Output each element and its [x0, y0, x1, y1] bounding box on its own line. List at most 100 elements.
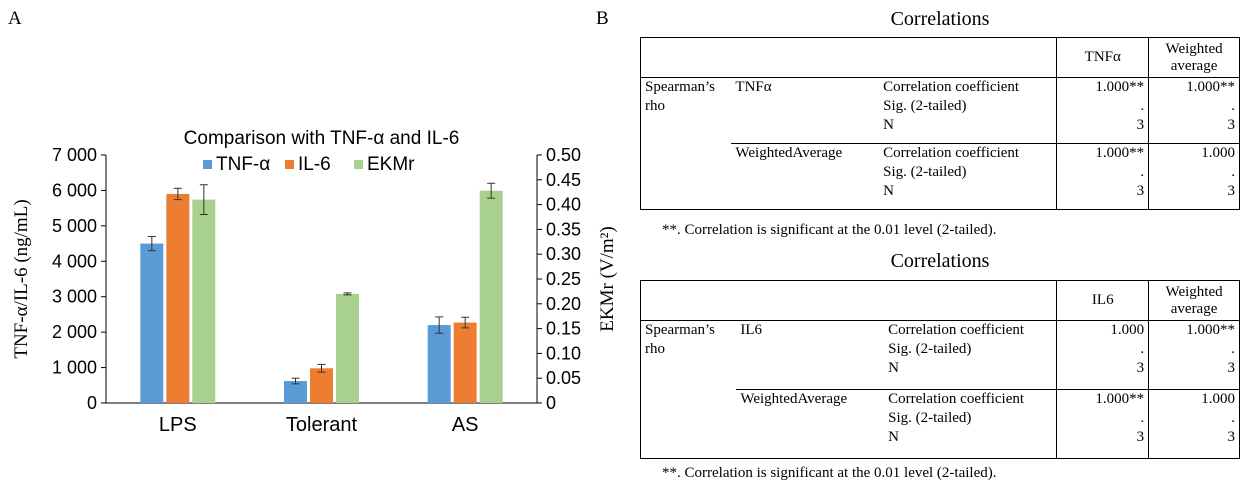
y-axis-label-left: TNF-α/IL-6 (ng/mL)	[11, 199, 32, 358]
value-cell: 1.000	[1201, 145, 1235, 161]
y-tick-label-left: 3 000	[52, 287, 97, 307]
stat-labels: Correlation coefficient Sig. (2-tailed) …	[879, 143, 1057, 210]
correlation-table-1: TNFα Weighted average Spearman’s rho TNF…	[639, 37, 1240, 210]
group-name: WeightedAverage	[736, 389, 885, 459]
stat-labels: Correlation coefficient Sig. (2-tailed) …	[879, 78, 1057, 144]
stat-label: Correlation coefficient	[888, 322, 1025, 338]
rho-line-2: rho	[645, 341, 665, 357]
legend-label-ekmr: EKMr	[367, 154, 415, 175]
y-tick-label-right: 0.45	[546, 170, 581, 190]
bar-tnf-α-lps	[140, 243, 164, 403]
value-cell: .	[1140, 341, 1145, 357]
x-tick-label: LPS	[159, 414, 197, 436]
value-cell: 3	[1227, 183, 1236, 199]
bar-il-6-tolerant	[310, 368, 333, 403]
x-tick-label: AS	[452, 414, 479, 436]
legend-swatch-il-6	[285, 160, 294, 169]
y-tick-label-left: 0	[87, 393, 97, 413]
value-cell: 1.000**	[1186, 79, 1235, 95]
value-cell: .	[1140, 98, 1145, 114]
stat-label: Sig. (2-tailed)	[888, 410, 972, 426]
value-cell: .	[1231, 341, 1235, 357]
header-var: TNFα	[1056, 37, 1150, 78]
header-weighted-line-2: average	[1170, 300, 1218, 317]
stat-labels: Correlation coefficient Sig. (2-tailed) …	[884, 321, 1057, 390]
y-tick-label-left: 7 000	[52, 145, 97, 165]
value-cell: 1.000**	[1095, 79, 1145, 95]
header-weighted-line-1: Weighted	[1165, 40, 1223, 57]
bar-ekmr-tolerant	[336, 293, 359, 403]
x-tick-label: Tolerant	[286, 414, 358, 436]
y-tick-label-right: 0.20	[546, 294, 581, 314]
value-cell: 3	[1136, 429, 1145, 445]
value-cell: .	[1231, 98, 1235, 114]
value-cell: .	[1231, 410, 1235, 426]
header-weighted: Weighted average	[1148, 37, 1240, 78]
y-tick-label-left: 6 000	[52, 180, 97, 200]
stat-label: N	[888, 360, 899, 376]
bar-ekmr-as	[479, 190, 503, 403]
bar-il-6-as	[453, 322, 477, 403]
value-cell: 3	[1227, 429, 1236, 445]
legend-swatch-tnf-α	[203, 160, 212, 169]
value-cell: .	[1140, 410, 1145, 426]
stat-label: Sig. (2-tailed)	[888, 341, 972, 357]
var-values: 1.000** . 3	[1056, 77, 1149, 144]
table-2-title: Correlations	[890, 250, 990, 272]
y-tick-label-left: 4 000	[52, 251, 97, 271]
stat-labels: Correlation coefficient Sig. (2-tailed) …	[884, 389, 1057, 459]
header-weighted: Weighted average	[1148, 280, 1240, 321]
y-axis-label-right: EKMr (V/m²)	[597, 226, 618, 331]
bar-tnf-α-as	[427, 325, 451, 403]
group-name: TNFα	[735, 79, 772, 95]
y-tick-label-right: 0.40	[546, 195, 581, 215]
panel-b-label: B	[596, 8, 609, 29]
legend-swatch-ekmr	[354, 160, 363, 169]
y-tick-label-right: 0.35	[546, 219, 581, 239]
bar-tnf-α-tolerant	[284, 381, 307, 403]
value-cell: 1.000**	[1095, 145, 1145, 161]
stat-label: Sig. (2-tailed)	[883, 164, 967, 180]
y-tick-label-right: 0.10	[546, 343, 581, 363]
weighted-values: 1.000 . 3	[1148, 389, 1240, 459]
value-cell: 3	[1227, 360, 1236, 376]
y-tick-label-left: 2 000	[52, 322, 97, 342]
header-blank	[639, 280, 1058, 321]
value-cell: 3	[1227, 117, 1236, 133]
weighted-values: 1.000 . 3	[1148, 143, 1240, 210]
y-tick-label-right: 0.50	[546, 145, 581, 165]
header-weighted-line-1: Weighted	[1165, 283, 1223, 300]
table-1-footnote: **. Correlation is significant at the 0.…	[662, 222, 997, 238]
stat-label: Sig. (2-tailed)	[883, 98, 967, 114]
var-values: 1.000** . 3	[1056, 389, 1150, 459]
rho-line-2: rho	[645, 98, 665, 114]
bar-ekmr-lps	[192, 199, 216, 403]
value-cell: 1.000**	[1186, 322, 1235, 338]
chart-title: Comparison with TNF-α and IL-6	[184, 128, 460, 149]
y-tick-label-right: 0	[546, 393, 556, 413]
value-cell: .	[1140, 164, 1145, 180]
stat-label: N	[883, 183, 894, 199]
group-name: IL6	[740, 322, 763, 338]
table-2-footnote: **. Correlation is significant at the 0.…	[662, 465, 997, 481]
stat-label: Correlation coefficient	[883, 145, 1020, 161]
stat-label: N	[888, 429, 899, 445]
legend-label-il-6: IL-6	[298, 154, 331, 175]
group-name: WeightedAverage	[731, 143, 880, 210]
value-cell: 3	[1136, 117, 1145, 133]
rho-line-1: Spearman’s	[645, 322, 715, 338]
bar-chart: Comparison with TNF-α and IL-6 0 1 000 2 00…	[11, 128, 618, 436]
value-cell: 3	[1136, 183, 1145, 199]
table-1-title: Correlations	[890, 8, 990, 30]
stat-label: Correlation coefficient	[883, 79, 1020, 95]
header-blank	[639, 37, 1058, 78]
var-values: 1.000** . 3	[1056, 143, 1150, 210]
y-tick-label-right: 0.05	[546, 368, 581, 388]
y-tick-label-left: 5 000	[52, 216, 97, 236]
value-cell: .	[1231, 164, 1235, 180]
stat-label: N	[883, 117, 894, 133]
weighted-values: 1.000** . 3	[1148, 320, 1240, 390]
y-tick-label-left: 1 000	[52, 358, 97, 378]
y-tick-label-right: 0.25	[546, 269, 581, 289]
rho-cell: Spearman’s rho	[640, 320, 737, 459]
